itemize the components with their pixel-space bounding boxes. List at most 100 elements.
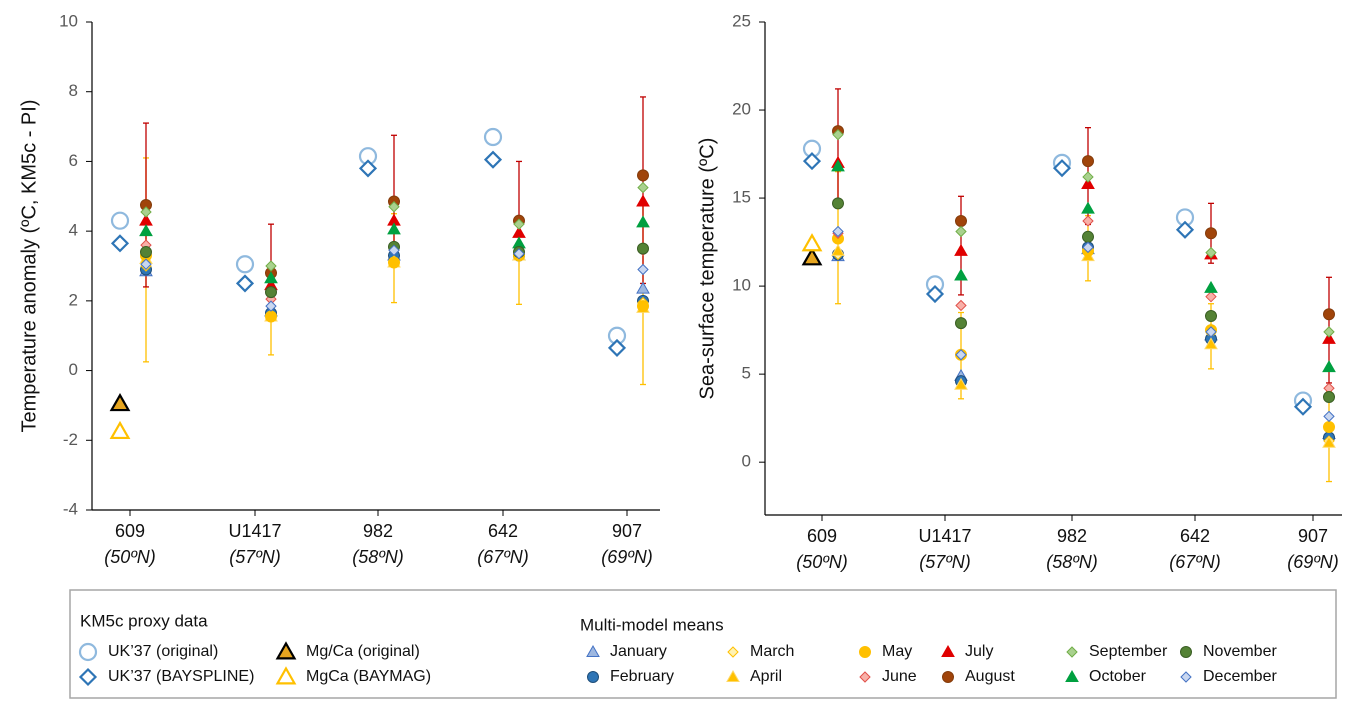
- legend-label: February: [610, 668, 674, 685]
- data-point: [1205, 227, 1217, 240]
- data-point: [388, 201, 400, 213]
- y-tick-label: 0: [742, 452, 751, 471]
- legend-marker: [1180, 671, 1192, 683]
- data-point: [954, 243, 968, 256]
- data-point: [1082, 215, 1094, 227]
- data-point: [387, 222, 401, 235]
- data-point: [1082, 155, 1094, 168]
- data-point: [954, 268, 968, 281]
- legend-label: January: [610, 643, 667, 660]
- x-tick-label: U1417: [918, 526, 971, 546]
- x-tick-label: 642: [1180, 526, 1210, 546]
- data-point: [1323, 308, 1335, 321]
- y-tick-label: 20: [732, 100, 751, 119]
- data-point: [140, 246, 152, 259]
- legend-marker: [275, 666, 297, 685]
- x-tick-note: (69ºN): [1287, 552, 1339, 572]
- data-point: [1205, 326, 1217, 338]
- x-tick-note: (57ºN): [919, 552, 971, 572]
- legend-label: March: [750, 643, 794, 660]
- data-point: [1293, 397, 1313, 416]
- data-point: [513, 248, 525, 260]
- data-point: [1205, 246, 1217, 259]
- data-point: [1323, 391, 1335, 404]
- legend-marker: [275, 641, 297, 660]
- legend-label: UK’37 (BAYSPLINE): [108, 668, 254, 685]
- legend-label: May: [882, 643, 912, 660]
- data-point: [637, 181, 649, 194]
- data-point: [235, 274, 255, 293]
- data-point: [264, 271, 278, 284]
- legend-marker: [78, 642, 98, 662]
- legend-label: MgCa (BAYMAG): [306, 668, 431, 685]
- data-point: [110, 234, 130, 253]
- data-point: [109, 392, 131, 412]
- data-point: [1082, 171, 1094, 183]
- legend-label: June: [882, 668, 917, 685]
- x-tick-note: (69ºN): [601, 547, 653, 567]
- data-point: [636, 281, 650, 294]
- data-point: [265, 310, 277, 323]
- data-point: [265, 260, 277, 272]
- data-point: [1322, 435, 1336, 448]
- x-tick-note: (67ºN): [1169, 552, 1221, 572]
- x-tick-note: (50ºN): [104, 547, 156, 567]
- data-point: [483, 127, 503, 147]
- data-point: [110, 211, 130, 230]
- x-tick-note: (50ºN): [796, 552, 848, 572]
- y-tick-label: 10: [732, 276, 751, 295]
- y-tick-label: 15: [732, 188, 751, 207]
- data-point: [1081, 201, 1095, 214]
- x-tick-label: 907: [1298, 526, 1328, 546]
- x-tick-label: 642: [488, 521, 518, 541]
- legend-label: August: [965, 668, 1015, 685]
- x-tick-note: (57ºN): [229, 547, 281, 567]
- y-tick-label: -4: [63, 499, 78, 518]
- data-point: [109, 420, 131, 440]
- data-point: [1204, 337, 1218, 350]
- y-tick-label: 0: [69, 360, 78, 379]
- data-point: [832, 197, 844, 210]
- data-point: [388, 244, 400, 257]
- data-point: [955, 214, 967, 227]
- data-point: [636, 194, 650, 207]
- x-tick-label: 982: [1057, 526, 1087, 546]
- y-tick-label: 8: [69, 81, 78, 100]
- data-point: [955, 349, 967, 361]
- y-axis-label: Sea-surface temperature (ºC): [696, 138, 718, 400]
- y-tick-label: 6: [69, 151, 78, 170]
- y-tick-label: 10: [59, 11, 78, 30]
- legend-label: July: [965, 643, 993, 660]
- data-point: [1323, 410, 1335, 423]
- data-point: [1205, 290, 1217, 303]
- y-tick-label: 5: [742, 364, 751, 383]
- legend-title: KM5c proxy data: [80, 611, 208, 630]
- x-tick-note: (58ºN): [1046, 552, 1098, 572]
- data-point: [955, 299, 967, 312]
- x-tick-label: U1417: [228, 521, 281, 541]
- legend-title: Multi-model means: [580, 615, 724, 634]
- y-tick-label: -2: [63, 430, 78, 449]
- data-point: [1052, 159, 1072, 178]
- data-point: [801, 247, 823, 266]
- data-point: [1323, 420, 1335, 433]
- x-tick-note: (58ºN): [352, 547, 404, 567]
- y-tick-label: 2: [69, 290, 78, 309]
- data-point: [636, 215, 650, 228]
- legend-marker: [726, 669, 740, 682]
- data-point: [637, 263, 649, 276]
- y-axis-label: Temperature anomaly (ºC, KM5c - PI): [18, 100, 40, 433]
- legend-marker: [78, 667, 98, 687]
- data-point: [1081, 176, 1095, 189]
- data-point: [607, 338, 627, 357]
- legend-marker: [859, 646, 871, 658]
- data-point: [954, 377, 968, 390]
- data-point: [955, 317, 967, 330]
- data-point: [513, 218, 525, 230]
- legend-marker: [1180, 646, 1192, 658]
- data-point: [358, 159, 378, 178]
- data-point: [1323, 326, 1335, 338]
- data-point: [140, 258, 152, 270]
- data-point: [388, 256, 400, 269]
- data-point: [637, 300, 649, 313]
